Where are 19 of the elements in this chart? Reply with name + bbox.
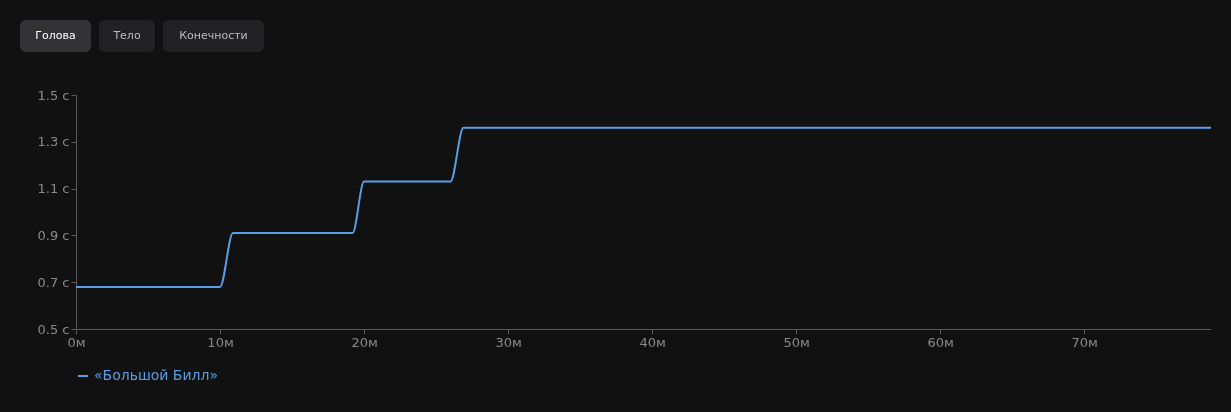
x-tick-label: 60м [927, 334, 954, 350]
y-tick-label: 0.7 с [37, 274, 70, 290]
y-tick-label: 0.5 с [37, 321, 70, 337]
legend-label: «Большой Билл» [94, 367, 219, 383]
text: Голова [35, 29, 76, 42]
y-tick-label: 1.1 с [37, 181, 70, 197]
text: Конечности [179, 29, 248, 42]
x-tick-label: 30м [495, 334, 522, 350]
text: Тело [112, 29, 141, 42]
x-tick-label: 20м [351, 334, 378, 350]
y-tick-label: 1.5 с [37, 87, 70, 103]
x-tick-label: 50м [783, 334, 810, 350]
x-tick-label: 40м [639, 334, 666, 350]
x-tick-label: 10м [207, 334, 234, 350]
x-tick-label: 0м [67, 334, 86, 350]
x-tick-label: 70м [1071, 334, 1098, 350]
y-tick-label: 0.9 с [37, 227, 70, 243]
y-tick-label: 1.3 с [37, 134, 70, 150]
line-series [75, 126, 1212, 288]
